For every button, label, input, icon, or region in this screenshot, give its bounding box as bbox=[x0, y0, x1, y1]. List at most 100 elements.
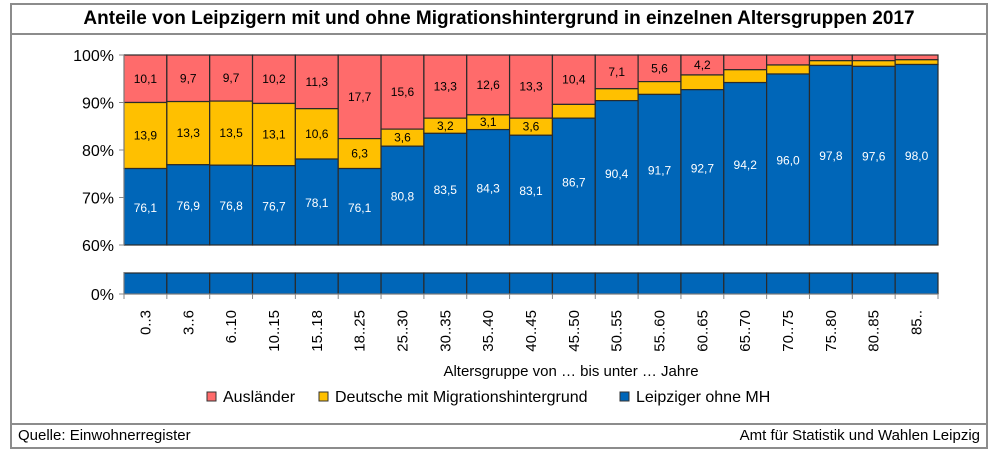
bar-segment-deutsche-mit-mh bbox=[251, 102, 296, 167]
bar-segment-auslaender bbox=[851, 54, 896, 62]
bar-segment-auslaender bbox=[466, 54, 511, 116]
bar-segment-leipziger-ohne-mh-lower bbox=[294, 272, 339, 295]
bar-segment-leipziger-ohne-mh bbox=[594, 99, 639, 246]
legend-swatch bbox=[619, 391, 630, 402]
legend-item: Leipziger ohne MH bbox=[619, 389, 770, 406]
bar-segment-auslaender bbox=[508, 54, 554, 119]
data-label-auslaender: 10,4 bbox=[562, 73, 586, 87]
bar-segment-deutsche-mit-mh bbox=[680, 74, 725, 91]
bar-segment-leipziger-ohne-mh-lower bbox=[380, 272, 425, 295]
x-tick-label: 15..18 bbox=[309, 310, 326, 352]
bar-segment-leipziger-ohne-mh bbox=[337, 167, 382, 246]
data-label-auslaender: 17,7 bbox=[348, 90, 372, 104]
bars-layer bbox=[123, 54, 939, 295]
y-tick-label: 0% bbox=[91, 287, 114, 304]
y-tick-label: 60% bbox=[82, 238, 114, 255]
bar-segment-leipziger-ohne-mh bbox=[209, 164, 254, 246]
data-label-auslaender: 9,7 bbox=[223, 71, 240, 85]
x-tick-label: 0..3 bbox=[137, 310, 154, 335]
bar-segment-deutsche-mit-mh bbox=[723, 69, 768, 84]
bar-segment-leipziger-ohne-mh-lower bbox=[894, 272, 939, 295]
x-tick-label: 10..15 bbox=[266, 310, 283, 352]
x-tick-label: 65..70 bbox=[737, 310, 754, 352]
data-label-leipziger-ohne-mh: 83,5 bbox=[434, 183, 458, 197]
bar-segment-leipziger-ohne-mh-lower bbox=[766, 272, 811, 295]
data-label-leipziger-ohne-mh: 98,0 bbox=[905, 149, 929, 163]
bar-segment-leipziger-ohne-mh-lower bbox=[251, 272, 296, 295]
bar-segment-auslaender bbox=[251, 54, 296, 105]
bar-segment-deutsche-mit-mh bbox=[637, 80, 682, 96]
bar-segment-leipziger-ohne-mh bbox=[294, 158, 339, 246]
bar-segment-leipziger-ohne-mh-lower bbox=[637, 272, 682, 295]
bar-segment-leipziger-ohne-mh-lower bbox=[423, 272, 468, 295]
bar-segment-leipziger-ohne-mh-lower bbox=[166, 272, 211, 295]
data-label-auslaender: 4,2 bbox=[694, 58, 711, 72]
bar-segment-leipziger-ohne-mh bbox=[766, 73, 811, 246]
data-label-leipziger-ohne-mh: 76,9 bbox=[177, 199, 201, 213]
bar-segment-deutsche-mit-mh bbox=[294, 108, 339, 160]
bar-segment-deutsche-mit-mh bbox=[594, 88, 639, 102]
y-tick-label: 80% bbox=[82, 143, 114, 160]
data-label-leipziger-ohne-mh: 76,1 bbox=[134, 201, 158, 215]
bar-segment-leipziger-ohne-mh-lower bbox=[594, 272, 639, 295]
legend-label: Ausländer bbox=[223, 389, 296, 406]
data-label-leipziger-ohne-mh: 76,7 bbox=[262, 199, 286, 213]
x-tick-label: 45..50 bbox=[566, 310, 583, 352]
data-label-leipziger-ohne-mh: 96,0 bbox=[776, 154, 800, 168]
x-tick-label: 75..80 bbox=[823, 310, 840, 352]
data-label-deutsche-mit-mh: 3,6 bbox=[394, 131, 411, 145]
bar-segment-leipziger-ohne-mh bbox=[166, 164, 211, 246]
bar-segment-auslaender bbox=[209, 54, 254, 102]
x-tick-label: 85.. bbox=[909, 310, 926, 335]
bar-segment-leipziger-ohne-mh-lower bbox=[466, 272, 511, 295]
data-label-deutsche-mit-mh: 13,3 bbox=[177, 126, 201, 140]
data-label-auslaender: 11,3 bbox=[306, 75, 329, 89]
data-label-deutsche-mit-mh: 6,3 bbox=[351, 147, 368, 161]
x-tick-label: 35..40 bbox=[480, 310, 497, 352]
data-label-deutsche-mit-mh: 3,1 bbox=[480, 115, 497, 129]
x-tick-label: 6..10 bbox=[223, 310, 240, 343]
x-tick-label: 60..65 bbox=[694, 310, 711, 352]
x-tick-label: 50..55 bbox=[609, 310, 626, 352]
bar-segment-deutsche-mit-mh bbox=[337, 138, 382, 170]
data-label-leipziger-ohne-mh: 94,2 bbox=[734, 158, 758, 172]
x-tick-label: 3..6 bbox=[180, 310, 197, 335]
data-label-leipziger-ohne-mh: 97,6 bbox=[862, 150, 886, 164]
data-label-auslaender: 10,2 bbox=[262, 72, 286, 86]
bar-segment-leipziger-ohne-mh bbox=[723, 81, 768, 246]
bar-segment-leipziger-ohne-mh bbox=[851, 65, 896, 246]
data-label-deutsche-mit-mh: 13,9 bbox=[134, 129, 158, 143]
bar-segment-auslaender bbox=[723, 54, 768, 71]
bar-segment-leipziger-ohne-mh bbox=[894, 63, 939, 246]
bar-segment-deutsche-mit-mh bbox=[166, 100, 211, 166]
x-tick-label: 18..25 bbox=[352, 310, 369, 352]
x-tick-label: 70..75 bbox=[780, 310, 797, 352]
bar-segment-leipziger-ohne-mh bbox=[380, 145, 425, 246]
labels-layer: 10,1 13,9 76,1 9,7 13,3 76,9 9,7 13,5 76,8 10,2 13… bbox=[134, 58, 929, 215]
bar-segment-auslaender bbox=[594, 54, 639, 90]
data-label-leipziger-ohne-mh: 76,1 bbox=[348, 201, 372, 215]
bar-segment-deutsche-mit-mh bbox=[894, 59, 939, 66]
data-label-leipziger-ohne-mh: 91,7 bbox=[648, 164, 672, 178]
bar-segment-deutsche-mit-mh bbox=[808, 60, 853, 67]
bar-segment-auslaender bbox=[766, 54, 811, 66]
data-label-auslaender: 7,1 bbox=[608, 65, 625, 79]
legend-swatch bbox=[318, 391, 329, 402]
legend: Ausländer Deutsche mit Migrationshintergr… bbox=[206, 389, 770, 406]
x-tick-label: 55..60 bbox=[652, 310, 669, 352]
legend-item: Ausländer bbox=[206, 389, 296, 406]
data-label-leipziger-ohne-mh: 80,8 bbox=[391, 190, 415, 204]
data-label-auslaender: 13,3 bbox=[519, 80, 543, 94]
y-tick-label: 70% bbox=[82, 191, 114, 208]
data-label-leipziger-ohne-mh: 78,1 bbox=[305, 196, 329, 210]
bar-segment-leipziger-ohne-mh-lower bbox=[209, 272, 254, 295]
data-label-deutsche-mit-mh: 13,1 bbox=[262, 128, 286, 142]
x-tick-label: 25..30 bbox=[394, 310, 411, 352]
bar-segment-leipziger-ohne-mh-lower bbox=[680, 272, 725, 295]
legend-label: Leipziger ohne MH bbox=[636, 389, 770, 406]
bar-segment-deutsche-mit-mh bbox=[766, 64, 811, 75]
data-label-deutsche-mit-mh: 3,6 bbox=[523, 120, 540, 134]
y-tick-label: 100% bbox=[73, 48, 114, 65]
bar-segment-leipziger-ohne-mh-lower bbox=[123, 272, 168, 295]
